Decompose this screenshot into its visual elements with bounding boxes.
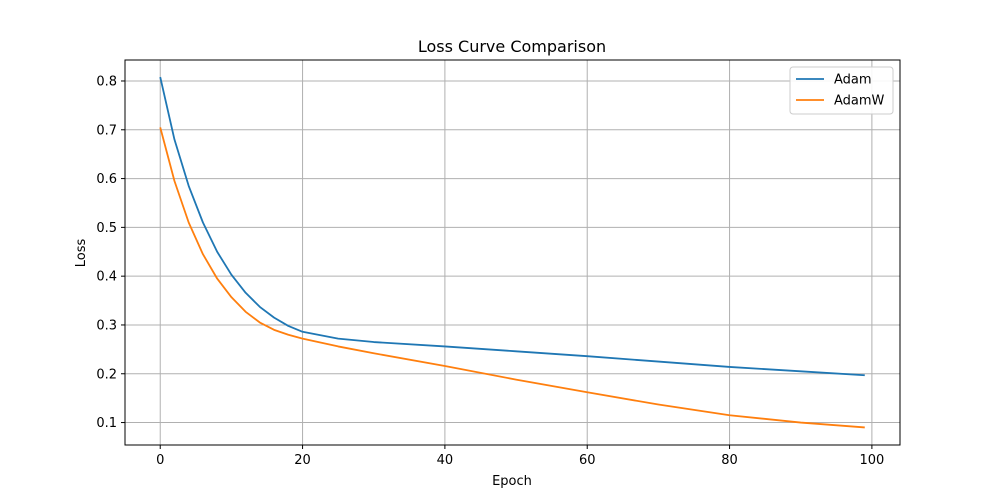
x-tick-label: 100 xyxy=(859,453,884,468)
y-tick-label: 0.6 xyxy=(96,172,117,187)
y-axis-label: Loss xyxy=(74,239,89,268)
y-tick-label: 0.7 xyxy=(96,123,117,138)
series-line-adam xyxy=(159,76,865,377)
y-tick-label: 0.3 xyxy=(96,318,117,333)
y-tick-label: 0.8 xyxy=(96,74,117,89)
x-tick-label: 60 xyxy=(579,453,596,468)
plot-frame xyxy=(124,59,901,446)
x-tick-label: 40 xyxy=(437,453,454,468)
series-line-adamw xyxy=(159,127,865,429)
y-tick-label: 0.1 xyxy=(96,416,117,431)
y-tick-label: 0.2 xyxy=(96,367,117,382)
grid xyxy=(125,60,900,445)
legend-label-adamw: AdamW xyxy=(834,94,885,109)
legend: Adam AdamW xyxy=(789,66,894,115)
x-tick-label: 20 xyxy=(294,453,311,468)
series-lines xyxy=(159,76,865,429)
y-tick-label: 0.5 xyxy=(96,221,117,236)
x-tick-label: 0 xyxy=(156,453,164,468)
y-tick-label: 0.4 xyxy=(96,270,117,285)
legend-label-adam: Adam xyxy=(834,73,872,88)
y-axis-ticks: 0.1 0.2 0.3 0.4 0.5 0.6 0.7 0.8 xyxy=(96,74,125,431)
chart-title: Loss Curve Comparison xyxy=(418,37,606,56)
x-tick-label: 80 xyxy=(721,453,738,468)
x-axis-ticks: 0 20 40 60 80 100 xyxy=(156,445,884,468)
x-axis-label: Epoch xyxy=(492,474,532,489)
